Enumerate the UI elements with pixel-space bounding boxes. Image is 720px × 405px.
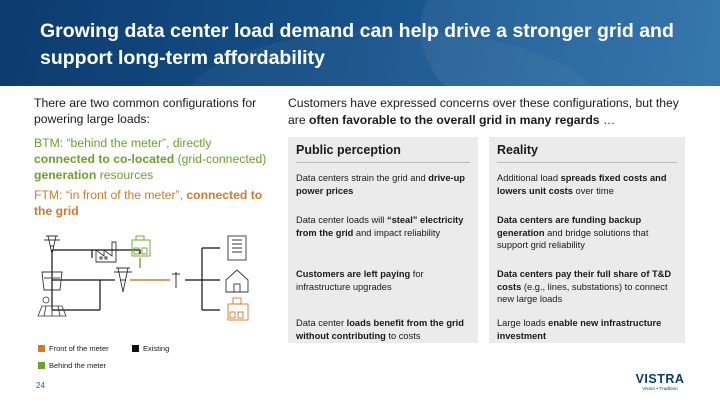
legend-swatch (38, 345, 45, 352)
banner-decoration (420, 0, 720, 86)
legend-label: Front of the meter (49, 344, 109, 353)
house-icon (225, 269, 249, 293)
logo-wordmark: VISTRA (635, 372, 685, 386)
btm-text: BTM: “behind the meter”, directly (34, 136, 212, 150)
reality-item: Data centers are funding backup generati… (497, 215, 649, 250)
perception-item: Data center loads benefit from the grid … (296, 318, 464, 341)
legend-label: Behind the meter (49, 361, 107, 370)
legend-swatch (132, 345, 139, 352)
existing-lines (51, 247, 220, 311)
concerns-bold-text: often favorable to the overall grid in m… (309, 113, 600, 127)
vistra-logo: VISTRA Vision • Tradition (630, 372, 690, 398)
data-center-icon (227, 297, 249, 321)
reality-panel: Reality Additional load spreads fixed co… (489, 137, 685, 343)
btm-bold-text: generation (34, 168, 97, 182)
perception-item: Data center loads will “steal” electrici… (296, 215, 464, 238)
ftm-definition: FTM: “in front of the meter”, connected … (34, 187, 274, 219)
factory-icon (95, 241, 117, 263)
slide-title: Growing data center load demand can help… (40, 20, 674, 69)
divider (296, 162, 470, 163)
legend-label: Existing (143, 344, 170, 353)
data-center-icon (131, 235, 151, 257)
btm-bold-text: connected to co-located (34, 152, 175, 166)
public-perception-panel: Public perception Data centers strain th… (288, 137, 478, 343)
transmission-tower-icon (44, 235, 60, 255)
legend-swatch (38, 362, 45, 369)
perception-item: Data centers strain the grid and drive-u… (296, 173, 465, 196)
ftm-text: FTM: “in front of the meter”, (34, 188, 187, 202)
divider (497, 162, 677, 163)
title-banner: Growing data center load demand can help… (0, 0, 720, 86)
solar-panel-icon (37, 296, 67, 317)
legend-existing: Existing (132, 344, 169, 353)
reality-item: Data centers pay their full share of T&D… (497, 269, 672, 304)
concerns-text: Customers have expressed concerns over t… (288, 96, 679, 127)
concerns-text: … (599, 113, 616, 127)
reality-item: Large loads enable new infrastructure in… (497, 318, 662, 341)
legend-behind-meter: Behind the meter (38, 361, 106, 370)
perception-item: Customers are left paying for infrastruc… (296, 269, 424, 292)
substation-tower-icon (114, 267, 132, 293)
logo-tagline: Vision • Tradition (642, 387, 678, 392)
reality-heading: Reality (497, 143, 538, 157)
btm-text: (grid-connected) (174, 152, 267, 166)
legend-front-of-meter: Front of the meter (38, 344, 109, 353)
btm-definition: BTM: “behind the meter”, directly connec… (34, 135, 274, 183)
reality-item: Additional load spreads fixed costs and … (497, 173, 667, 196)
public-perception-heading: Public perception (296, 143, 401, 157)
power-plant-icon (41, 271, 63, 291)
concerns-intro: Customers have expressed concerns over t… (288, 95, 693, 129)
btm-text: resources (96, 168, 154, 182)
ftm-bold-text: connected to the grid (34, 188, 263, 218)
page-number: 24 (36, 381, 45, 390)
office-building-icon (227, 235, 247, 261)
grid-configuration-diagram (37, 235, 249, 321)
configurations-intro: There are two common configurations for … (34, 96, 257, 126)
utility-pole-icon (172, 272, 180, 288)
